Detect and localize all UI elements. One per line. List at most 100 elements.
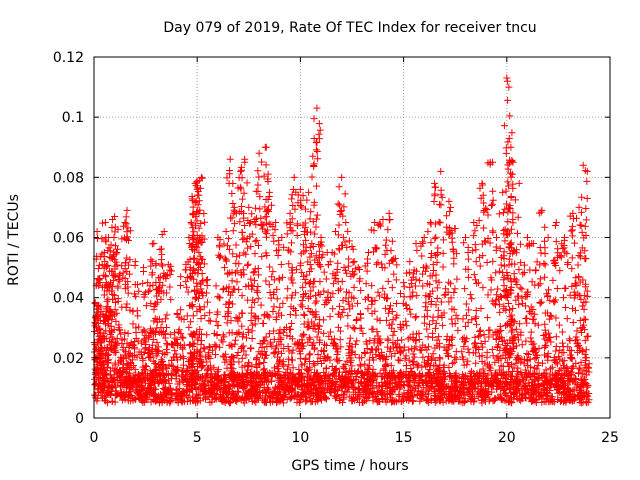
data-point <box>247 275 255 283</box>
data-point <box>237 185 245 193</box>
data-point <box>433 295 441 303</box>
data-point <box>373 315 381 323</box>
data-point <box>310 162 318 170</box>
data-point <box>492 269 500 277</box>
data-point <box>423 264 431 272</box>
data-point <box>461 395 469 403</box>
data-point <box>114 282 122 290</box>
data-point <box>292 311 300 319</box>
data-point <box>274 251 282 259</box>
data-point <box>552 342 560 350</box>
data-point <box>200 210 208 218</box>
data-point <box>373 244 381 252</box>
data-point <box>389 331 397 339</box>
data-point <box>476 253 484 261</box>
data-point <box>519 270 527 278</box>
data-point <box>541 250 549 258</box>
data-point <box>242 250 250 258</box>
data-point <box>232 241 240 249</box>
data-point <box>254 167 262 175</box>
data-point <box>514 292 522 300</box>
data-point <box>346 334 354 342</box>
data-point <box>299 283 307 291</box>
data-point <box>326 313 334 321</box>
data-point <box>289 364 297 372</box>
data-point <box>545 286 553 294</box>
data-point <box>406 283 414 291</box>
data-point <box>552 333 560 341</box>
data-point <box>206 355 214 363</box>
data-point <box>202 276 210 284</box>
data-point <box>123 300 131 308</box>
data-point <box>496 308 504 316</box>
data-point <box>322 275 330 283</box>
data-point <box>344 227 352 235</box>
data-point <box>317 386 325 394</box>
data-point <box>293 232 301 240</box>
data-point <box>374 259 382 267</box>
data-point <box>103 388 111 396</box>
data-point <box>439 263 447 271</box>
data-point <box>424 228 432 236</box>
data-point <box>578 302 586 310</box>
data-point <box>313 147 321 155</box>
y-tick-label: 0 <box>75 411 84 427</box>
data-point <box>555 321 563 329</box>
data-point <box>273 295 281 303</box>
data-point <box>497 261 505 269</box>
data-point <box>303 196 311 204</box>
peak-data-point <box>150 240 158 248</box>
data-point <box>496 267 504 275</box>
peak-data-point <box>400 279 408 287</box>
data-point <box>584 292 592 300</box>
data-point <box>582 346 590 354</box>
data-point <box>203 331 211 339</box>
data-point <box>432 233 440 241</box>
data-point <box>464 249 472 257</box>
data-point <box>399 393 407 401</box>
data-point <box>576 316 584 324</box>
data-point <box>298 303 306 311</box>
data-point <box>335 183 343 191</box>
peak-data-point <box>470 218 478 226</box>
data-point <box>224 242 232 250</box>
data-point <box>504 138 512 146</box>
data-point <box>203 358 211 366</box>
data-point <box>515 378 523 386</box>
data-point <box>582 204 590 212</box>
data-point <box>436 355 444 363</box>
peak-data-point <box>437 167 445 175</box>
data-point <box>177 306 185 314</box>
data-point <box>253 287 261 295</box>
data-point <box>161 334 169 342</box>
data-point <box>373 345 381 353</box>
data-point <box>304 323 312 331</box>
data-point <box>569 318 577 326</box>
data-point <box>266 263 274 271</box>
data-point <box>190 228 198 236</box>
data-point <box>356 361 364 369</box>
peak-data-point <box>365 249 373 257</box>
data-point <box>564 343 572 351</box>
data-point <box>214 322 222 330</box>
data-point <box>443 212 451 220</box>
y-tick-label: 0.02 <box>53 351 84 367</box>
data-point <box>527 334 535 342</box>
data-point <box>427 361 435 369</box>
data-point <box>488 202 496 210</box>
data-point <box>185 323 193 331</box>
data-point <box>471 314 479 322</box>
peak-data-point <box>530 240 538 248</box>
data-point <box>532 267 540 275</box>
peak-data-point <box>156 246 164 254</box>
data-point <box>568 265 576 273</box>
data-point <box>582 216 590 224</box>
data-point <box>149 336 157 344</box>
data-point <box>561 284 569 292</box>
data-point <box>344 322 352 330</box>
data-point <box>464 357 472 365</box>
data-point <box>187 318 195 326</box>
data-point <box>146 354 154 362</box>
data-point <box>480 224 488 232</box>
data-point <box>500 209 508 217</box>
